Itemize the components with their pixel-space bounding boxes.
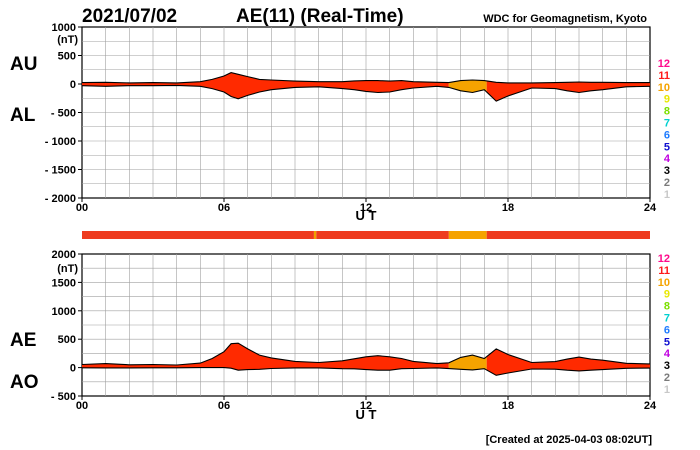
legend-level-label: 4 <box>664 153 671 165</box>
legend-level-label: 11 <box>658 265 670 277</box>
au-al-ytick-label: 500 <box>58 51 76 63</box>
au-al-xlabel: U T <box>356 208 377 223</box>
au-al-unit: (nT) <box>57 34 78 46</box>
legend-level-label: 10 <box>658 82 670 94</box>
ae-ao-ytick-label: - 500 <box>51 391 76 403</box>
legend-level-label: 9 <box>664 94 670 106</box>
au-al-xtick-label: 12 <box>360 202 372 214</box>
legend-level-label: 8 <box>664 106 670 118</box>
legend-level-label: 5 <box>664 336 670 348</box>
ae-ao-xtick-label: 00 <box>76 400 88 412</box>
au-al-xtick-label: 00 <box>76 202 88 214</box>
au-al-grid <box>81 26 651 199</box>
legend-level-label: 2 <box>664 372 670 384</box>
legend-level-label: 8 <box>664 301 670 313</box>
au-al-ytick-label: - 1500 <box>45 165 76 177</box>
au-al-ytick-label: 1000 <box>52 22 76 34</box>
al-series-line <box>81 84 651 102</box>
legend-level-label: 9 <box>664 289 670 301</box>
status-bar-segment <box>316 231 449 239</box>
au-al-xtick-label: 24 <box>644 202 657 214</box>
status-bar-segment <box>448 231 487 239</box>
legend-level-label: 6 <box>664 324 670 336</box>
au-al-fill <box>82 72 650 102</box>
legend-level-label: 5 <box>664 141 670 153</box>
legend-level-label: 3 <box>664 165 670 177</box>
au-series-line <box>81 72 650 84</box>
au-al-fill-segment <box>82 72 449 99</box>
source-label: WDC for Geomagnetism, Kyoto <box>483 13 647 25</box>
ae-ao-xlabel: U T <box>356 407 377 422</box>
ao-series-line <box>81 367 651 376</box>
au-al-fill-segment <box>486 80 650 102</box>
ae-ao-xtick-label: 24 <box>644 400 657 412</box>
au-al-ytick-label: - 500 <box>51 108 76 120</box>
ae-ao-grid <box>81 253 651 397</box>
ae-ao-xtick-label: 06 <box>218 400 230 412</box>
au-label: AU <box>10 54 37 75</box>
status-bar-segment <box>486 231 650 239</box>
date-label: 2021/07/02 <box>82 6 177 27</box>
legend-level-label: 11 <box>658 70 670 82</box>
ae-label: AE <box>10 330 36 351</box>
ae-ao-ytick-label: 0 <box>70 363 76 375</box>
au-al-ytick-label: - 2000 <box>45 193 76 205</box>
au-al-xtick-label: 18 <box>502 202 514 214</box>
ae-ao-ytick-label: 1000 <box>52 306 76 318</box>
legend-level-label: 12 <box>658 58 670 70</box>
chart-title: AE(11) (Real-Time) <box>236 6 404 27</box>
legend-level-label: 12 <box>658 253 670 265</box>
au-al-ytick-label: - 1000 <box>45 136 76 148</box>
created-timestamp: [Created at 2025-04-03 08:02UT] <box>486 434 653 446</box>
ae-ao-lines <box>81 342 651 376</box>
status-bar-segment <box>313 231 317 239</box>
legend-level-label: 7 <box>664 118 670 130</box>
status-bar-segment <box>82 231 314 239</box>
legend-level-label: 3 <box>664 360 670 372</box>
au-al-fill-segment <box>448 80 487 93</box>
legend-level-label: 4 <box>664 348 671 360</box>
ae-ao-ytick-label: 500 <box>58 334 76 346</box>
legend-level-label: 10 <box>658 277 670 289</box>
legend-level-label: 6 <box>664 129 670 141</box>
legend-level-label: 1 <box>664 384 670 396</box>
legend-level-label: 7 <box>664 313 670 325</box>
au-al-ytick-label: 0 <box>70 79 76 91</box>
legend-level-label: 1 <box>664 189 670 201</box>
al-label: AL <box>10 105 36 126</box>
ae-series-line <box>81 342 651 366</box>
ae-ao-ytick-label: 1500 <box>52 277 76 289</box>
ae-ao-xtick-label: 12 <box>360 400 372 412</box>
legend-level-label: 2 <box>664 177 670 189</box>
ao-label: AO <box>10 372 39 393</box>
au-al-xtick-label: 06 <box>218 202 230 214</box>
ae-ao-ytick-label: 2000 <box>52 249 76 261</box>
au-al-lines <box>81 72 651 102</box>
status-color-bar <box>82 231 650 239</box>
ae-ao-unit: (nT) <box>57 263 78 275</box>
ae-ao-xtick-label: 18 <box>502 400 514 412</box>
